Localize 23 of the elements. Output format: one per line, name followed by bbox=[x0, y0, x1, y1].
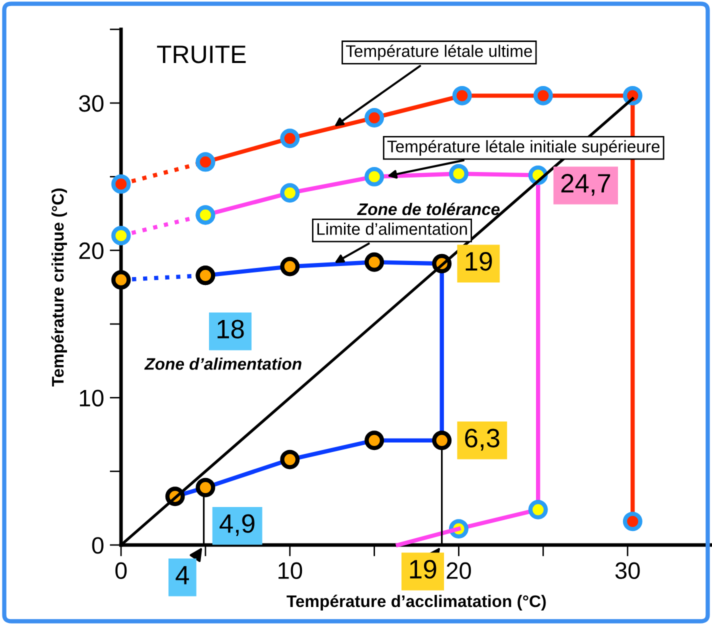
annotation: 4,9 bbox=[220, 514, 254, 536]
annotation: 19 bbox=[466, 252, 492, 271]
x-tick-label: 10 bbox=[278, 562, 302, 580]
annotation: Zone d’alimentation bbox=[144, 358, 302, 370]
y-axis-title: Température critique (°C) bbox=[51, 188, 67, 386]
annotation: 19 bbox=[410, 560, 436, 579]
x-tick-label: 20 bbox=[446, 562, 471, 580]
series-label: Limite d’alimentation bbox=[317, 222, 467, 235]
annotation: Zone de tolérance bbox=[357, 202, 500, 216]
y-tick-label: 30 bbox=[79, 95, 104, 112]
annotation: 24,7 bbox=[561, 174, 610, 196]
x-tick-label: 0 bbox=[115, 562, 127, 580]
y-tick-label: 0 bbox=[92, 537, 104, 554]
x-axis-title: Température d’acclimatation (°C) bbox=[286, 594, 546, 610]
x-tick-label: 30 bbox=[615, 562, 640, 580]
annotation: 18 bbox=[218, 320, 244, 338]
text: TRUITE bbox=[157, 46, 246, 64]
annotation: 4 bbox=[176, 566, 189, 584]
series-label: Température létale ultime bbox=[346, 44, 532, 60]
y-tick-label: 10 bbox=[80, 390, 104, 406]
annotation: 6,3 bbox=[465, 428, 500, 451]
series-label: Température létale initiale supérieure bbox=[387, 140, 660, 156]
y-tick-label: 20 bbox=[79, 242, 104, 260]
